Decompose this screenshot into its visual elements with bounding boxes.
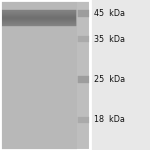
Bar bbox=[2, 20, 76, 21]
Bar bbox=[2, 23, 76, 24]
Bar bbox=[2, 17, 76, 18]
FancyBboxPatch shape bbox=[78, 10, 91, 17]
Bar bbox=[2, 11, 76, 12]
Bar bbox=[2, 12, 76, 13]
Bar bbox=[2, 14, 76, 15]
Bar bbox=[2, 15, 76, 16]
Bar bbox=[0, 0, 90, 150]
FancyBboxPatch shape bbox=[78, 36, 91, 42]
Text: 45  kDa: 45 kDa bbox=[94, 9, 126, 18]
Bar bbox=[2, 10, 76, 11]
Text: 25  kDa: 25 kDa bbox=[94, 75, 126, 84]
Bar bbox=[2, 11, 76, 12]
Bar bbox=[2, 23, 76, 24]
Bar bbox=[2, 13, 76, 14]
Bar bbox=[2, 13, 76, 14]
Bar bbox=[2, 21, 76, 22]
Bar bbox=[2, 19, 76, 20]
Bar bbox=[2, 14, 76, 15]
Bar bbox=[2, 0, 76, 150]
FancyBboxPatch shape bbox=[78, 117, 91, 123]
Bar bbox=[2, 25, 76, 26]
Bar bbox=[2, 16, 76, 17]
Bar bbox=[2, 18, 76, 19]
Bar bbox=[2, 17, 76, 18]
Bar bbox=[2, 20, 76, 21]
Text: 35  kDa: 35 kDa bbox=[94, 34, 126, 43]
Bar bbox=[2, 22, 76, 23]
Bar bbox=[0, 0, 90, 150]
Bar bbox=[2, 24, 76, 25]
Text: 18  kDa: 18 kDa bbox=[94, 116, 125, 124]
FancyBboxPatch shape bbox=[2, 10, 76, 26]
Bar bbox=[2, 19, 76, 20]
FancyBboxPatch shape bbox=[78, 76, 91, 83]
